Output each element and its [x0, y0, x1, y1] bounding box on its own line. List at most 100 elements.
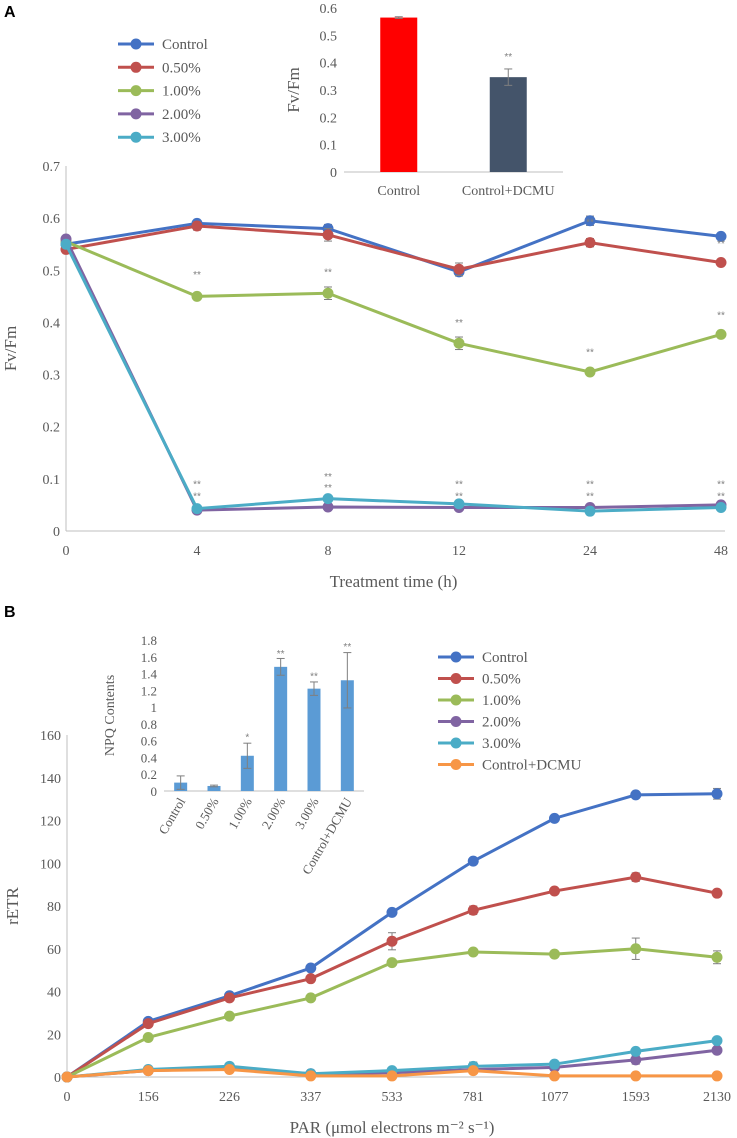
bar [307, 688, 321, 791]
x-tick-label: 0 [63, 544, 70, 559]
significance-mark: ** [324, 472, 332, 483]
chart-b-retr-curve: 0 20 40 60 80 100 120 140 160 0 156 226 337 533 781 107… [3, 650, 731, 1137]
y-tick-label: 40 [47, 986, 61, 1001]
y-tick-label: 0 [151, 784, 158, 799]
data-point [305, 1070, 317, 1082]
data-point [467, 904, 479, 916]
x-tick-label: 12 [452, 544, 466, 559]
data-point [191, 290, 203, 302]
significance-mark: ** [343, 642, 351, 653]
y-tick-label: 0.6 [320, 2, 338, 17]
significance-mark: ** [717, 492, 725, 503]
data-point [61, 1071, 73, 1083]
legend-marker [450, 716, 462, 727]
x-tick-label: 1593 [622, 1090, 650, 1105]
data-point [142, 1031, 154, 1043]
significance-mark: ** [586, 492, 594, 503]
x-tick-label: 1.00% [225, 795, 255, 832]
x-tick-label: 3.00% [292, 795, 322, 832]
significance-mark: ** [455, 480, 463, 491]
legend: Control 0.50% 1.00% 2.00% 3.00% [118, 37, 208, 146]
data-point [584, 237, 596, 249]
y-tick-label: 100 [40, 857, 61, 872]
legend-marker [450, 651, 462, 663]
y-tick-label: 0.1 [320, 139, 338, 154]
significance-mark: ** [310, 671, 318, 682]
bar [380, 17, 418, 172]
significance-mark: ** [277, 649, 285, 660]
data-point [715, 230, 727, 242]
legend-marker [450, 694, 462, 706]
legend-marker [130, 61, 142, 73]
data-point [715, 328, 727, 340]
data-point [711, 788, 723, 800]
legend-label: 1.00% [482, 693, 521, 709]
y-tick-label: 0 [54, 1071, 61, 1086]
data-point [453, 498, 465, 510]
y-axis-title: Fv/Fm [284, 67, 303, 112]
y-tick-label: 0 [53, 525, 60, 540]
significance-mark: ** [717, 310, 725, 321]
x-axis-title: PAR (μmol electrons m⁻² s⁻¹) [290, 1118, 495, 1137]
y-tick-label: 1.8 [141, 633, 157, 648]
data-point [224, 992, 235, 1004]
legend: Control 0.50% 1.00% 2.00% 3.00% Control+DCMU [438, 650, 581, 774]
x-tick-label: Control [155, 795, 188, 837]
legend-marker [130, 85, 142, 97]
data-point [549, 948, 560, 960]
data-point [630, 1070, 642, 1082]
data-point [549, 1058, 560, 1070]
data-point [630, 1045, 642, 1057]
y-tick-label: 60 [47, 943, 61, 958]
significance-mark: ** [455, 318, 463, 329]
data-point [322, 229, 334, 241]
y-tick-label: 0.2 [320, 111, 338, 126]
significance-mark: ** [586, 347, 594, 358]
series-line [65, 224, 722, 271]
significance-mark: ** [193, 492, 201, 503]
legend-marker [130, 108, 142, 120]
significance-mark: ** [324, 483, 332, 494]
x-tick-label: 48 [714, 544, 728, 559]
y-tick-label: 0.8 [141, 717, 157, 732]
x-tick-label: 2130 [703, 1090, 731, 1105]
data-point [224, 1010, 235, 1022]
legend-label: Control [482, 650, 528, 666]
legend-label: 2.00% [162, 107, 201, 123]
x-tick-label: 781 [463, 1090, 484, 1105]
x-tick-label: 24 [583, 544, 597, 559]
series-4 [60, 238, 727, 517]
series-0 [60, 215, 727, 278]
y-tick-label: 0.3 [320, 84, 338, 99]
y-axis-title: Fv/Fm [1, 326, 20, 371]
y-tick-label: 1.4 [141, 667, 158, 682]
data-point [630, 871, 642, 883]
legend-marker [450, 759, 462, 770]
data-point [630, 1054, 642, 1066]
legend-label: Control+DCMU [482, 758, 581, 774]
y-tick-label: 80 [47, 900, 61, 915]
data-point [711, 887, 723, 899]
chart-a-fvfm-timecourse: 00.10.20.30.40.50.60.70 4 8 12 24 48Treatment… [1, 37, 728, 591]
x-tick-label: 8 [325, 544, 332, 559]
y-tick-label: 160 [40, 729, 61, 744]
y-tick-label: 0.4 [141, 750, 158, 765]
data-point [60, 238, 72, 250]
data-point [386, 957, 398, 969]
x-tick-label: 0 [64, 1090, 71, 1105]
y-tick-label: 0.6 [141, 734, 158, 749]
significance-mark: ** [717, 239, 725, 250]
x-tick-label: Control [377, 184, 420, 199]
series-line [64, 238, 722, 512]
bar [489, 77, 527, 172]
legend-marker [450, 673, 462, 684]
y-tick-label: 0 [330, 166, 337, 181]
y-tick-label: 0.3 [43, 369, 61, 384]
x-axis-title: Treatment time (h) [330, 572, 458, 591]
series-2 [60, 236, 727, 378]
significance-mark: ** [193, 480, 201, 491]
data-point [386, 935, 398, 947]
legend-label: 2.00% [482, 715, 521, 731]
panel-label-a: A [4, 4, 16, 21]
y-tick-label: 0.6 [43, 212, 61, 227]
